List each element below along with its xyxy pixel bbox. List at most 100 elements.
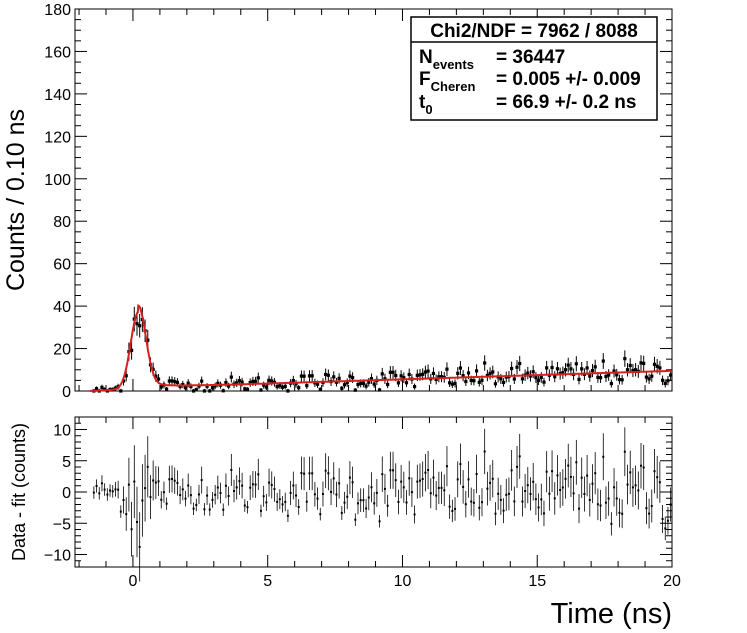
residual-data-point xyxy=(238,480,241,483)
main-data-point xyxy=(310,374,314,378)
main-data-point xyxy=(318,387,322,392)
residual-data-point xyxy=(98,492,101,495)
residual-data-point xyxy=(586,474,589,477)
main-data-point xyxy=(170,379,174,383)
residual-data-point xyxy=(454,507,457,510)
residual-data-point xyxy=(666,519,669,522)
main-data-point xyxy=(138,324,142,328)
main-data-point xyxy=(660,378,665,382)
main-data-point xyxy=(652,362,657,366)
residual-data-point xyxy=(276,500,279,503)
main-data-point xyxy=(307,374,312,378)
main-data-point xyxy=(536,378,541,382)
residual-data-point xyxy=(154,481,157,484)
residual-data-point xyxy=(200,479,203,482)
residual-data-point xyxy=(321,492,324,495)
residual-data-point xyxy=(351,481,354,484)
stats-box-frame xyxy=(410,16,658,121)
residual-data-point xyxy=(542,512,545,515)
residual-data-point xyxy=(214,493,217,496)
main-data-point xyxy=(208,389,212,393)
residual-data-point xyxy=(203,508,206,511)
main-data-point xyxy=(337,376,341,380)
main-data-point xyxy=(566,363,570,367)
residual-data-point xyxy=(127,483,130,486)
residual-data-point xyxy=(227,495,230,498)
main-data-point xyxy=(394,373,398,378)
res-y-tick-label: 5 xyxy=(62,454,71,471)
residual-data-point xyxy=(640,464,643,467)
residual-data-point xyxy=(634,484,637,487)
main-data-point xyxy=(165,387,169,391)
main-data-point xyxy=(275,385,279,389)
residual-data-point xyxy=(650,504,653,507)
residual-data-point xyxy=(197,493,200,496)
main-data-point xyxy=(167,379,171,383)
residual-data-point xyxy=(130,528,133,531)
main-data-point xyxy=(324,372,328,377)
residual-data-point xyxy=(588,498,591,501)
residual-data-point xyxy=(327,472,330,475)
residual-data-point xyxy=(289,491,292,494)
residual-data-point xyxy=(658,481,661,484)
residual-data-point xyxy=(645,507,648,510)
residual-data-point xyxy=(233,489,236,492)
residual-data-point xyxy=(642,466,645,469)
main-data-point xyxy=(130,348,134,352)
residual-data-point xyxy=(491,477,494,480)
residual-data-point xyxy=(448,505,451,508)
main-data-point xyxy=(356,382,360,387)
main-data-point xyxy=(596,375,600,379)
main-data-point xyxy=(453,381,457,386)
residual-data-point xyxy=(507,492,510,495)
residual-data-point xyxy=(556,474,559,477)
main-data-point xyxy=(369,377,374,381)
residual-data-point xyxy=(354,518,357,521)
residual-data-point xyxy=(575,461,578,464)
main-data-point xyxy=(396,381,401,385)
main-data-point xyxy=(628,363,632,368)
residual-data-point xyxy=(109,489,112,492)
main-data-point xyxy=(458,366,463,370)
residual-data-point xyxy=(432,476,435,479)
residual-data-point xyxy=(596,503,599,506)
residual-data-point xyxy=(392,469,395,472)
residual-data-point xyxy=(157,480,160,483)
residual-data-point xyxy=(141,499,144,502)
residual-data-point xyxy=(456,478,459,481)
residual-data-point xyxy=(516,465,519,468)
main-data-point xyxy=(159,385,163,389)
main-data-point xyxy=(431,371,436,376)
residual-data-point xyxy=(324,469,327,472)
main-data-point xyxy=(302,374,306,378)
residual-data-point xyxy=(319,513,322,516)
main-data-point xyxy=(634,368,638,372)
main-data-point xyxy=(590,368,595,373)
residual-data-point xyxy=(179,494,182,497)
main-data-point xyxy=(380,372,384,376)
residual-data-point xyxy=(553,497,556,500)
residual-data-point xyxy=(92,491,95,494)
main-data-point xyxy=(477,380,481,384)
residual-data-point xyxy=(297,505,300,508)
main-data-point xyxy=(229,375,233,379)
residual-data-point xyxy=(615,497,618,500)
residual-data-point xyxy=(462,485,465,488)
main-plot-panel: 0 20 40 60 80 100 120 140 160 180 xyxy=(44,2,673,401)
residual-data-point xyxy=(338,482,341,485)
main-data-point xyxy=(262,383,266,387)
residual-data-point xyxy=(348,476,351,479)
residual-data-point xyxy=(138,545,141,548)
main-data-point xyxy=(456,371,460,375)
residual-data-point xyxy=(367,496,370,499)
main-data-point xyxy=(450,382,454,386)
residual-data-point xyxy=(480,501,483,504)
residual-data-point xyxy=(561,486,564,489)
main-data-point xyxy=(423,370,427,374)
residual-data-point xyxy=(103,488,106,491)
main-y-axis: 0 20 40 60 80 100 120 140 160 180 xyxy=(44,2,672,401)
main-data-point xyxy=(248,380,252,385)
res-y-tick-label: 10 xyxy=(53,423,71,440)
residual-data-point xyxy=(184,497,187,500)
residual-data-point xyxy=(661,518,664,521)
